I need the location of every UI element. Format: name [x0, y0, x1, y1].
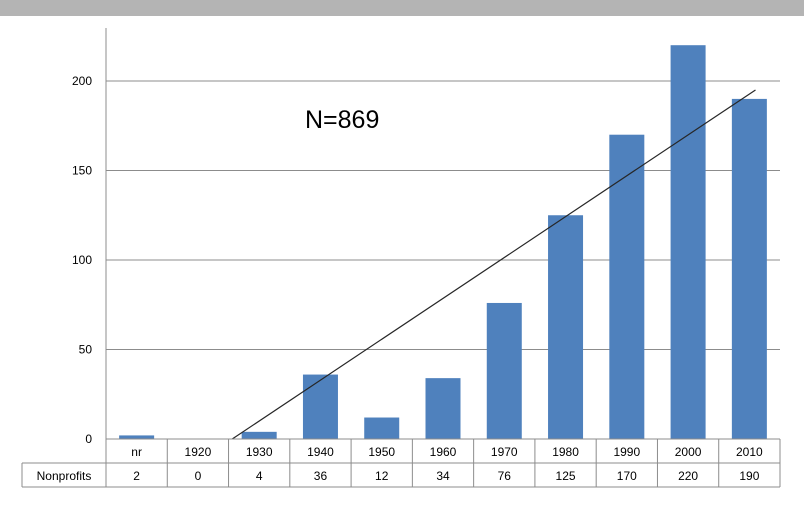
x-category-label: 2010: [736, 445, 763, 459]
table-value-cell: 170: [617, 469, 637, 483]
x-category-label: 1990: [613, 445, 640, 459]
x-category-label: 1920: [185, 445, 212, 459]
x-category-label: 1970: [491, 445, 518, 459]
y-tick-label: 0: [85, 432, 92, 446]
gridlines: [106, 80, 780, 350]
table-value-cell: 36: [314, 469, 328, 483]
trendline-layer: [231, 89, 756, 440]
table-value-cell: 2: [133, 469, 140, 483]
x-category-label: 1940: [307, 445, 334, 459]
table-value-cell: 0: [195, 469, 202, 483]
bar-1930: [241, 431, 277, 439]
table-value-cell: 76: [498, 469, 512, 483]
x-category-label: 1980: [552, 445, 579, 459]
bar-nr: [119, 435, 155, 439]
table-value-cell: 125: [556, 469, 576, 483]
table-value-cell: 12: [375, 469, 389, 483]
y-tick-label: 150: [72, 164, 92, 178]
bar-1980: [548, 215, 584, 439]
x-category-label: 2000: [675, 445, 702, 459]
bar-1950: [364, 417, 400, 439]
y-axis: 0 50 100 150 200: [72, 28, 107, 446]
x-category-label: 1950: [368, 445, 395, 459]
y-tick-label: 200: [72, 74, 92, 88]
x-category-label: 1960: [430, 445, 457, 459]
bar-2000: [670, 45, 706, 439]
table-series-name: Nonprofits: [37, 469, 92, 483]
bars: [119, 45, 767, 440]
chart-annotation: N=869: [305, 106, 379, 134]
bar-1990: [609, 134, 645, 439]
bar-2010: [731, 98, 767, 440]
bar-1960: [425, 378, 461, 439]
table-value-cell: 34: [436, 469, 450, 483]
table-value-cell: 220: [678, 469, 698, 483]
y-tick-label: 50: [79, 343, 93, 357]
y-tick-label: 100: [72, 253, 92, 267]
trendline: [231, 89, 756, 440]
x-category-label: nr: [131, 445, 142, 459]
x-category-label: 1930: [246, 445, 273, 459]
bar-1940: [302, 374, 338, 439]
bar-1970: [486, 302, 522, 439]
table-value-cell: 4: [256, 469, 263, 483]
table-value-cell: 190: [739, 469, 759, 483]
window-top-bar: [0, 0, 804, 16]
data-table: nr 1920 1930 1940 1950 1960 1970 1980 1990 2000 20…: [21, 438, 781, 488]
